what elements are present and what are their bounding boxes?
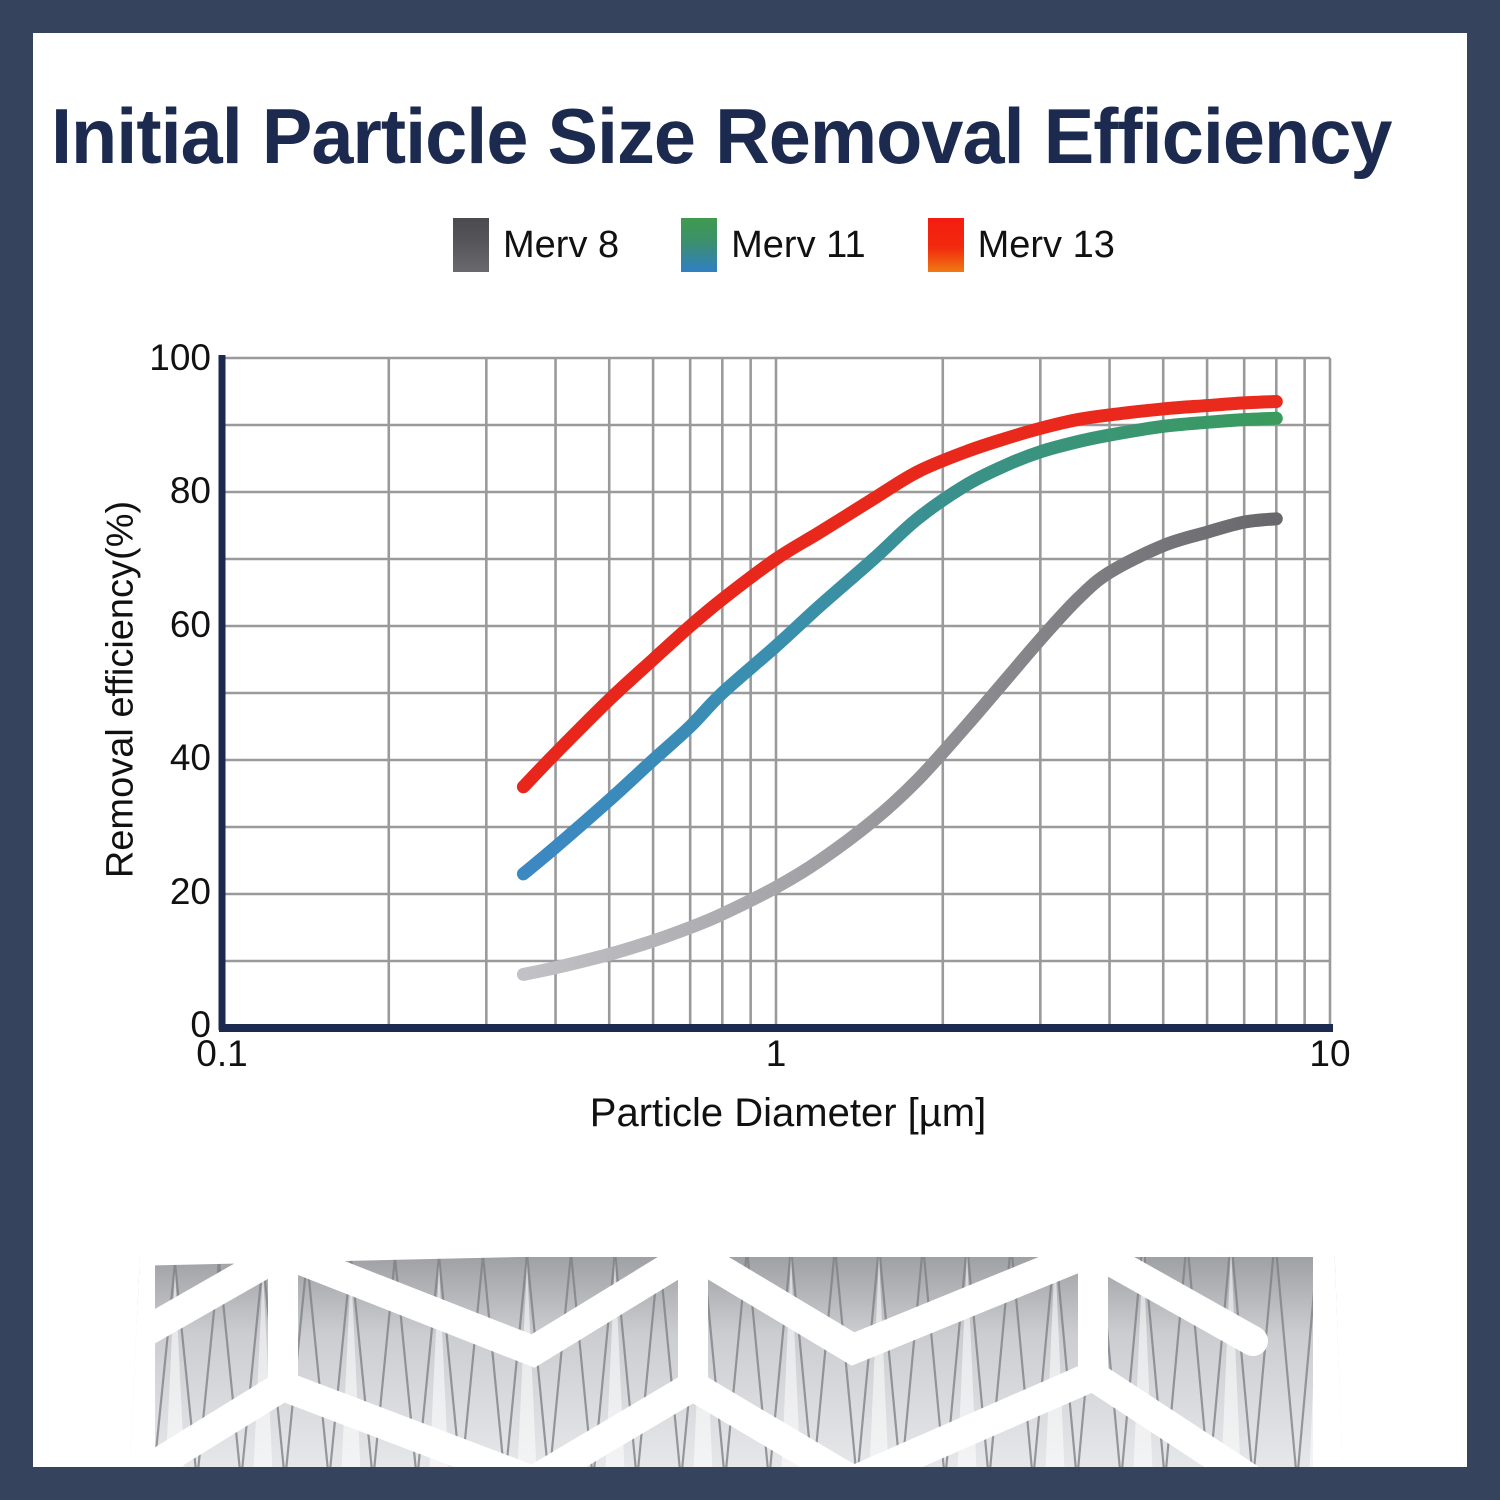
x-tick-1: 1 — [765, 1033, 787, 1074]
legend-item-merv11[interactable]: Merv 11 — [681, 218, 866, 272]
y-tick-0: 0 — [190, 1004, 211, 1045]
chart-gridlines — [220, 356, 1332, 1030]
legend-label-merv11: Merv 11 — [731, 223, 866, 266]
y-tick-60: 60 — [169, 604, 211, 645]
x-axis-label: Particle Diameter [µm] — [589, 1091, 987, 1135]
legend-item-merv13[interactable]: Merv 13 — [927, 218, 1115, 272]
poster-frame: Initial Particle Size Removal Efficiency… — [33, 33, 1467, 1467]
series-line-merv13 — [516, 395, 1283, 794]
chart-svg-canvas — [218, 355, 1333, 1032]
legend-item-merv8[interactable]: Merv 8 — [453, 218, 619, 272]
series-line-merv11 — [516, 411, 1283, 881]
chart-plot-area: 100 80 60 40 20 0 0.1 1 10 Removal effic… — [33, 33, 1467, 1467]
y-tick-80: 80 — [169, 470, 211, 511]
y-tick-40: 40 — [169, 737, 211, 778]
series-line-merv8 — [516, 512, 1283, 981]
air-filter-photo — [33, 1181, 1467, 1467]
air-filter-illustration — [33, 1181, 1467, 1467]
y-tick-20: 20 — [169, 871, 211, 912]
filter-top-edge — [141, 1209, 1335, 1253]
page-title: Initial Particle Size Removal Efficiency — [51, 92, 1392, 180]
merv8-swatch-icon — [453, 218, 489, 272]
legend-label-merv8: Merv 8 — [503, 223, 620, 266]
merv11-swatch-icon — [681, 218, 718, 272]
x-tick-0p1: 0.1 — [196, 1033, 248, 1074]
merv13-swatch-icon — [927, 218, 964, 272]
legend-label-merv13: Merv 13 — [977, 223, 1115, 266]
x-tick-10: 10 — [1309, 1033, 1351, 1074]
chart-legend: Merv 8 Merv 11 Merv 13 — [453, 218, 1115, 272]
y-tick-100: 100 — [149, 337, 211, 378]
